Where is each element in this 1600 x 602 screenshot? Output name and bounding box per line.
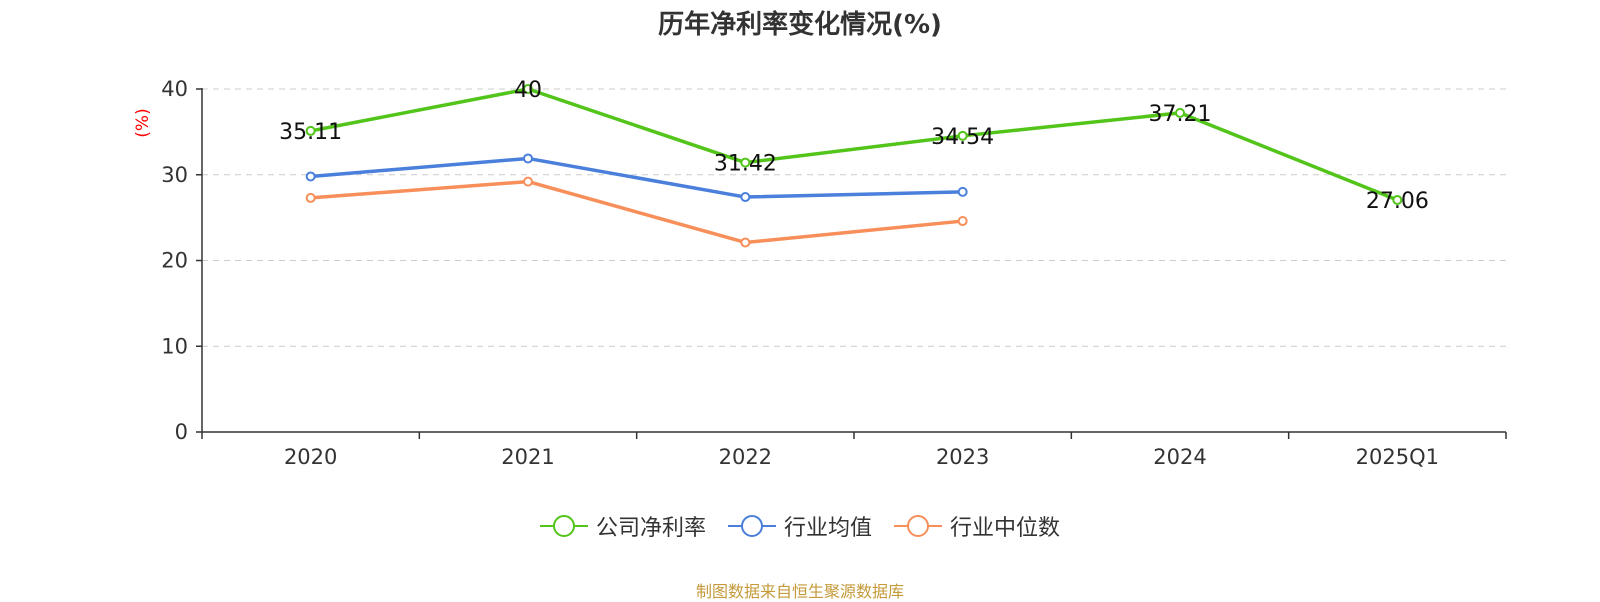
data-point <box>523 176 533 187</box>
legend-label: 行业均值 <box>783 516 872 541</box>
data-point <box>957 130 968 141</box>
legend-label: 行业中位数 <box>950 516 1061 541</box>
x-tick-label: 2020 <box>284 445 337 469</box>
y-axis-label: (%) <box>133 108 153 137</box>
data-label: 35.11 <box>279 120 342 145</box>
data-label: 31.42 <box>714 152 777 177</box>
y-tick-label: 10 <box>161 334 188 358</box>
data-point <box>740 157 751 168</box>
data-point <box>523 84 533 94</box>
series-line-1 <box>310 87 1398 202</box>
series-line-3 <box>310 179 963 245</box>
x-tick-label: 2021 <box>501 445 554 469</box>
legend-item-2[interactable]: 行业均值 <box>727 510 872 542</box>
y-tick-label: 30 <box>161 163 188 187</box>
legend-item-1[interactable]: 公司净利率 <box>539 510 706 542</box>
data-point <box>1392 194 1403 205</box>
data-point <box>305 192 316 203</box>
data-point <box>305 171 316 182</box>
chart-title: 历年净利率变化情况(%) <box>658 10 942 40</box>
data-point <box>957 186 968 197</box>
chart-legend: 公司净利率 行业均值 行业中位数 <box>0 510 1600 542</box>
data-point <box>305 125 316 136</box>
data-label: 27.06 <box>1366 189 1429 214</box>
data-source-note: 制图数据来自恒生聚源数据库 <box>695 582 904 601</box>
data-point <box>523 153 533 164</box>
legend-label: 公司净利率 <box>595 516 706 541</box>
x-tick-label: 2022 <box>719 445 772 469</box>
legend-marker-icon <box>539 515 588 537</box>
series-line-2 <box>310 156 963 199</box>
data-label: 37.21 <box>1149 102 1212 127</box>
y-tick-label: 40 <box>161 77 188 101</box>
line-chart: 0 10 20 30 40 (%) 2020 2021 2022 2023 2024 2025Q1 35… <box>133 77 1507 469</box>
y-tick-label: 0 <box>175 420 188 444</box>
data-point <box>740 192 751 203</box>
data-label: 34.54 <box>931 125 994 150</box>
legend-marker-icon <box>727 515 776 537</box>
legend-item-3[interactable]: 行业中位数 <box>894 510 1060 542</box>
x-tick-label: 2023 <box>936 445 989 469</box>
data-label: 40 <box>514 78 542 103</box>
x-tick-label: 2025Q1 <box>1356 445 1439 469</box>
x-tick-label: 2024 <box>1153 445 1206 469</box>
legend-marker-icon <box>894 515 942 537</box>
data-point <box>957 216 968 227</box>
y-tick-label: 20 <box>161 249 188 273</box>
data-point <box>740 237 751 248</box>
data-point <box>1175 107 1185 118</box>
